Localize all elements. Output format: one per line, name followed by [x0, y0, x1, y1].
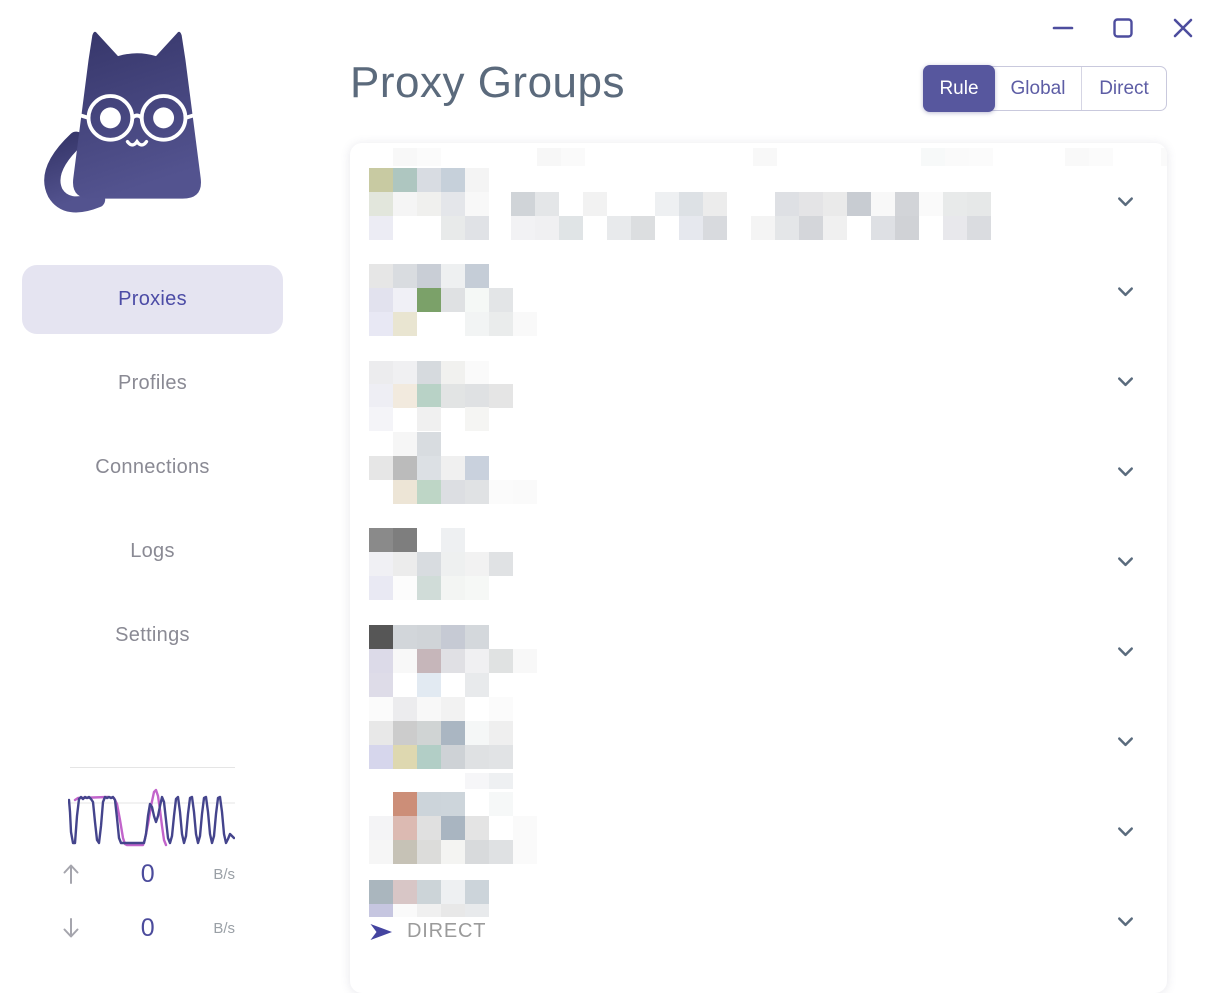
proxy-group-row[interactable] [350, 773, 1167, 864]
blurred-text-mosaic [369, 745, 513, 769]
chevron-down-icon[interactable] [1114, 370, 1137, 393]
traffic-down-value: 0 [140, 913, 155, 942]
sidebar-item-logs[interactable]: Logs [130, 540, 175, 562]
cat-glasses [75, 94, 199, 142]
cat-mouth [125, 138, 149, 147]
proxy-group-list: DIRECT [350, 143, 1167, 953]
traffic-down-stat: 0 B/s [60, 914, 235, 942]
blurred-text-mosaic [369, 361, 489, 385]
traffic-chart [68, 788, 235, 847]
proxy-group-row[interactable] [350, 683, 1167, 773]
traffic-up-stat: 0 B/s [60, 860, 235, 888]
sidebar-nav: Proxies Profiles Connections Logs Settings [22, 265, 283, 670]
close-icon [1170, 15, 1196, 46]
cat-eye-right [153, 107, 175, 129]
blurred-text-mosaic [369, 192, 489, 216]
blurred-text-mosaic [369, 773, 513, 789]
proxy-item-direct[interactable]: DIRECT [369, 920, 486, 943]
sidebar-item-profiles[interactable]: Profiles [117, 372, 188, 394]
traffic-stats: 0 B/s 0 B/s [0, 860, 305, 942]
maximize-button[interactable] [1110, 17, 1136, 43]
chevron-down-icon[interactable] [1114, 460, 1137, 483]
blurred-text-mosaic [369, 384, 513, 408]
blurred-text-mosaic [369, 816, 537, 840]
blurred-text-mosaic [511, 216, 1039, 240]
proxy-group-row[interactable]: DIRECT [350, 863, 1167, 953]
blurred-text-mosaic [511, 192, 1039, 216]
arrow-down-icon [63, 918, 79, 938]
mode-rule-button[interactable]: Rule [923, 65, 995, 112]
traffic-up-unit: B/s [213, 865, 235, 883]
blurred-text-mosaic [369, 792, 513, 816]
clash-cat-logo [44, 31, 201, 213]
traffic-down-unit: B/s [213, 919, 235, 937]
proxy-group-row[interactable] [350, 323, 1167, 431]
proxy-group-row[interactable] [350, 233, 1167, 336]
app-window: { "window": { "controls": ["minimize", "… [0, 0, 1196, 956]
close-button[interactable] [1170, 17, 1196, 43]
traffic-down-series [68, 795, 235, 845]
blurred-text-mosaic [369, 840, 537, 864]
blurred-text-mosaic [369, 480, 537, 504]
blurred-text-mosaic [369, 264, 489, 288]
blurred-text-mosaic [369, 625, 489, 649]
blurred-text-mosaic [369, 432, 441, 456]
divider [70, 767, 235, 768]
chevron-down-icon[interactable] [1114, 820, 1137, 843]
chevron-down-icon[interactable] [1114, 550, 1137, 573]
sidebar-item-settings[interactable]: Settings [115, 624, 190, 646]
blurred-text-mosaic [369, 456, 489, 480]
direct-label: DIRECT [407, 920, 487, 942]
blurred-text-mosaic [369, 216, 489, 240]
blurred-text-mosaic [369, 576, 489, 600]
blurred-text-mosaic [369, 528, 465, 552]
sidebar-item-proxies[interactable]: Proxies [22, 265, 283, 334]
minimize-icon [1050, 15, 1076, 46]
blurred-text-mosaic [369, 552, 513, 576]
blurred-text-mosaic [369, 407, 489, 431]
chevron-down-icon[interactable] [1114, 280, 1137, 303]
blurred-text-mosaic [369, 697, 513, 721]
blurred-text-mosaic [369, 148, 1167, 166]
chevron-down-icon[interactable] [1114, 730, 1137, 753]
window-controls [1050, 17, 1196, 43]
maximize-icon [1110, 15, 1136, 46]
arrow-up-icon [63, 864, 79, 884]
sidebar-item-connections[interactable]: Connections [95, 456, 210, 478]
proxy-group-row[interactable] [350, 143, 1167, 240]
chevron-down-icon[interactable] [1114, 910, 1137, 933]
mode-switcher: Rule Global Direct [923, 65, 1167, 112]
cat-tail [44, 131, 106, 213]
chevron-down-icon[interactable] [1114, 640, 1137, 663]
chevron-down-icon[interactable] [1114, 190, 1137, 213]
proxy-group-row[interactable] [350, 593, 1167, 697]
traffic-up-value: 0 [140, 859, 155, 888]
cat-eye-left [99, 107, 121, 129]
direct-arrow-icon [370, 923, 392, 940]
proxy-group-row[interactable] [350, 413, 1167, 504]
page-title: Proxy Groups [350, 58, 625, 107]
blurred-text-mosaic [369, 649, 537, 673]
blurred-text-mosaic [369, 721, 513, 745]
blurred-text-mosaic [369, 904, 489, 917]
mode-direct-button[interactable]: Direct [1099, 77, 1149, 99]
mode-global-button[interactable]: Global [995, 67, 1082, 110]
sidebar: Proxies Profiles Connections Logs Settings 0… [0, 0, 305, 956]
blurred-text-mosaic [369, 168, 489, 192]
traffic-panel: 0 B/s 0 B/s [0, 767, 305, 942]
minimize-button[interactable] [1050, 17, 1076, 43]
blurred-text-mosaic [369, 312, 537, 336]
blurred-text-mosaic [369, 673, 489, 697]
blurred-text-mosaic [369, 288, 513, 312]
proxy-groups-card: DIRECT [350, 143, 1167, 993]
proxy-group-row[interactable] [350, 503, 1167, 600]
blurred-text-mosaic [369, 880, 489, 904]
